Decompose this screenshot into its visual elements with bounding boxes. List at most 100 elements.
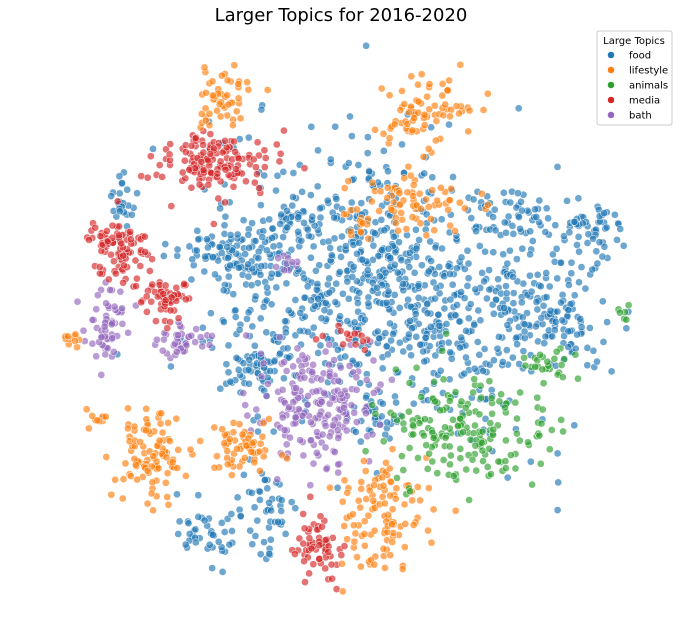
scatter-point-animals	[574, 374, 582, 383]
scatter-point-bath	[273, 475, 282, 484]
scatter-point-food	[564, 343, 573, 351]
scatter-point-food	[508, 353, 517, 362]
scatter-point-food	[414, 293, 423, 302]
scatter-point-lifestyle	[423, 92, 431, 101]
scatter-point-food	[327, 251, 336, 260]
scatter-point-food	[192, 246, 201, 255]
scatter-point-lifestyle	[370, 560, 379, 569]
scatter-point-lifestyle	[408, 213, 417, 221]
scatter-point-bath	[278, 386, 287, 394]
scatter-point-lifestyle	[82, 405, 91, 414]
scatter-point-food	[354, 161, 363, 169]
scatter-point-lifestyle	[353, 553, 361, 561]
scatter-point-food	[365, 167, 374, 176]
scatter-point-food	[460, 369, 469, 378]
scatter-point-food	[133, 189, 141, 198]
scatter-point-bath	[388, 375, 396, 384]
scatter-point-media	[291, 550, 299, 558]
scatter-point-food	[296, 327, 304, 335]
chart-title: Larger Topics for 2016-2020	[215, 5, 468, 26]
scatter-point-food	[600, 242, 609, 251]
scatter-point-animals	[571, 350, 580, 359]
scatter-point-food	[201, 252, 209, 261]
scatter-point-lifestyle	[157, 409, 166, 418]
scatter-point-animals	[476, 381, 485, 390]
scatter-point-animals	[511, 398, 520, 407]
scatter-point-food	[222, 360, 231, 369]
scatter-point-bath	[280, 358, 288, 367]
scatter-point-bath	[352, 418, 361, 426]
scatter-point-media	[152, 317, 160, 325]
scatter-point-food	[375, 272, 384, 281]
scatter-point-lifestyle	[386, 491, 394, 500]
scatter-point-food	[224, 254, 232, 262]
scatter-point-lifestyle	[370, 526, 379, 535]
scatter-point-food	[217, 519, 226, 527]
scatter-point-animals	[438, 346, 447, 355]
scatter-point-animals	[466, 435, 475, 444]
scatter-point-food	[338, 232, 346, 241]
scatter-point-media	[336, 327, 345, 335]
scatter-point-food	[245, 243, 253, 252]
scatter-point-food	[554, 478, 563, 487]
scatter-point-food	[393, 268, 402, 277]
scatter-point-food	[279, 168, 288, 176]
scatter-point-animals	[420, 431, 428, 440]
scatter-point-food	[226, 261, 234, 270]
scatter-point-media	[185, 165, 194, 174]
scatter-point-food	[416, 340, 425, 349]
scatter-point-media	[295, 534, 304, 543]
scatter-point-food	[294, 227, 302, 236]
scatter-point-food	[481, 247, 489, 256]
scatter-point-lifestyle	[429, 505, 438, 514]
scatter-point-food	[181, 540, 190, 549]
scatter-point-lifestyle	[433, 196, 441, 205]
scatter-point-food	[269, 242, 278, 251]
scatter-point-food	[231, 313, 240, 321]
scatter-point-bath	[243, 411, 252, 420]
scatter-point-lifestyle	[165, 437, 174, 445]
scatter-point-lifestyle	[154, 464, 163, 473]
scatter-point-bath	[252, 405, 261, 414]
scatter-point-food	[518, 206, 526, 215]
scatter-point-food	[246, 526, 255, 535]
scatter-point-lifestyle	[353, 205, 361, 214]
scatter-point-lifestyle	[425, 105, 434, 114]
scatter-point-food	[462, 327, 470, 335]
scatter-point-animals	[543, 357, 552, 366]
scatter-point-lifestyle	[225, 435, 234, 444]
scatter-point-lifestyle	[361, 467, 370, 475]
scatter-point-food	[492, 295, 500, 304]
scatter-point-food	[356, 437, 365, 446]
scatter-point-food	[565, 281, 573, 289]
scatter-point-media	[318, 522, 326, 531]
scatter-point-media	[163, 324, 172, 333]
scatter-point-media	[180, 280, 188, 288]
scatter-point-bath	[198, 342, 207, 351]
scatter-point-lifestyle	[250, 458, 259, 467]
scatter-point-food	[565, 228, 574, 237]
scatter-point-food	[564, 306, 573, 314]
scatter-point-food	[312, 285, 321, 294]
scatter-point-lifestyle	[438, 91, 447, 100]
scatter-point-lifestyle	[256, 467, 264, 475]
scatter-point-animals	[513, 414, 521, 423]
scatter-point-animals	[478, 446, 487, 455]
scatter-point-animals	[485, 444, 493, 453]
scatter-point-media	[95, 263, 104, 271]
scatter-point-animals	[486, 419, 495, 427]
scatter-point-media	[300, 164, 309, 173]
scatter-point-animals	[430, 377, 438, 386]
scatter-point-media	[111, 269, 120, 278]
scatter-point-food	[317, 314, 326, 323]
scatter-point-food	[431, 243, 440, 252]
scatter-point-lifestyle	[259, 452, 268, 461]
scatter-point-bath	[328, 421, 337, 430]
scatter-point-food	[490, 356, 498, 365]
scatter-point-media	[96, 232, 105, 241]
scatter-point-food	[334, 345, 342, 354]
scatter-point-food	[233, 493, 242, 502]
scatter-point-animals	[439, 456, 448, 464]
scatter-point-food	[545, 282, 554, 291]
scatter-point-bath	[324, 411, 333, 419]
